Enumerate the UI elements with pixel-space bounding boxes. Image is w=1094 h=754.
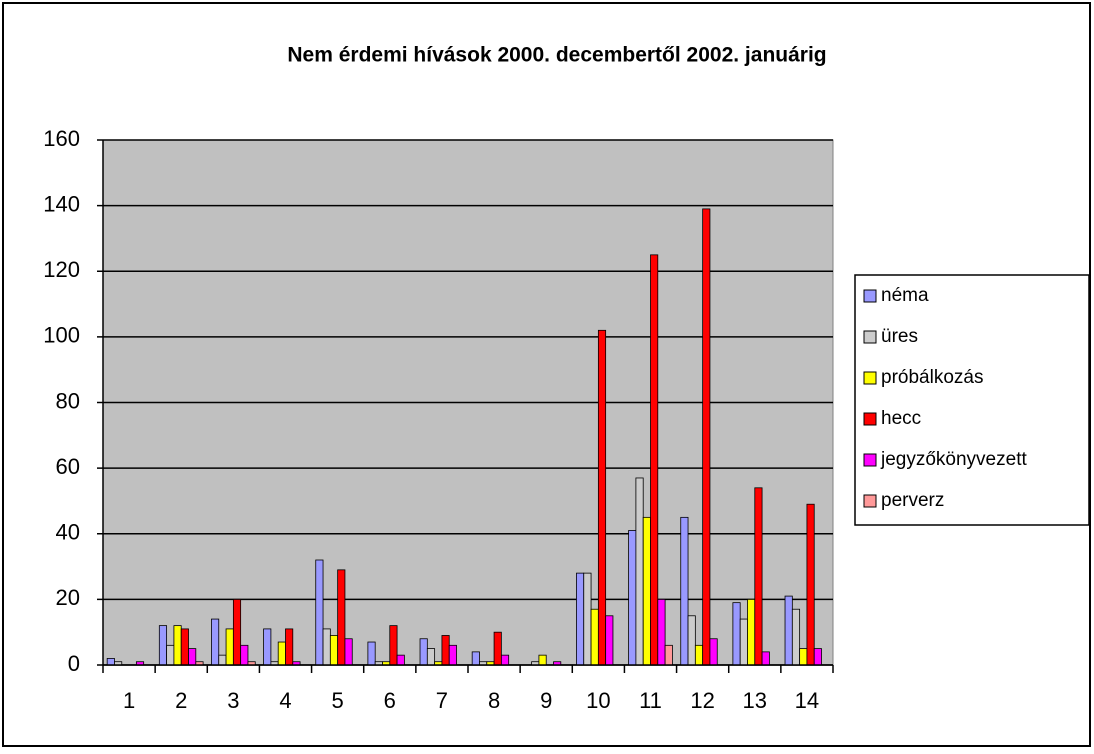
bar — [605, 615, 614, 666]
bar — [597, 329, 607, 666]
legend-box — [854, 274, 1090, 526]
bar — [702, 208, 711, 666]
bar — [784, 595, 793, 666]
bar — [367, 641, 376, 666]
legend-label: hecc — [881, 408, 921, 429]
bar — [263, 628, 272, 666]
y-tick-label: 0 — [68, 651, 80, 676]
bar — [211, 618, 220, 666]
bar — [396, 654, 405, 666]
bar — [106, 658, 115, 666]
bar — [500, 654, 510, 666]
bar — [538, 654, 547, 666]
y-tick-label: 80 — [56, 388, 80, 413]
bar — [687, 615, 696, 666]
bar — [761, 651, 770, 666]
x-tick-label: 14 — [795, 688, 819, 713]
bar — [448, 644, 457, 666]
bar — [173, 625, 182, 666]
x-tick-label: 9 — [540, 688, 552, 713]
legend-label: üres — [881, 326, 918, 347]
bar — [806, 503, 815, 666]
bar — [709, 638, 718, 666]
legend-label: próbálkozás — [881, 367, 983, 388]
bar — [285, 628, 294, 666]
bar — [583, 572, 592, 666]
bar — [739, 618, 748, 666]
bar — [664, 644, 673, 666]
bar — [657, 598, 666, 666]
y-tick-label: 100 — [43, 323, 80, 348]
bar — [158, 625, 168, 666]
y-tick-label: 120 — [43, 257, 80, 282]
legend-swatch — [863, 494, 877, 508]
x-tick-label: 4 — [279, 688, 291, 713]
bar — [166, 644, 175, 666]
x-tick-label: 6 — [384, 688, 396, 713]
x-tick-label: 8 — [488, 688, 500, 713]
legend-swatch — [863, 330, 877, 344]
bar — [419, 638, 428, 666]
x-tick-label: 2 — [175, 688, 187, 713]
legend-swatch — [863, 371, 877, 385]
legend-swatch — [863, 412, 877, 426]
legend-label: jegyzőkönyvezett — [880, 449, 1027, 470]
bar — [694, 644, 704, 666]
bar — [337, 569, 346, 666]
bar — [493, 631, 502, 666]
x-tick-label: 11 — [639, 688, 662, 713]
bar — [240, 644, 249, 666]
bar — [642, 516, 651, 666]
bar — [188, 648, 197, 666]
bar — [232, 598, 242, 666]
x-tick-label: 1 — [123, 688, 135, 713]
chart-title: Nem érdemi hívások 2000. decembertől 200… — [287, 44, 826, 67]
y-tick-label: 40 — [56, 520, 80, 545]
bar — [628, 530, 637, 666]
bar — [799, 648, 808, 666]
x-tick-label: 3 — [227, 688, 239, 713]
legend-label: néma — [881, 285, 929, 306]
legend-label: perverz — [881, 490, 944, 511]
bar — [650, 254, 659, 666]
bar — [329, 635, 339, 666]
bar — [426, 648, 436, 666]
x-tick-label: 13 — [743, 688, 767, 713]
bar — [791, 608, 801, 666]
bar — [635, 477, 644, 666]
y-tick-label: 20 — [56, 585, 80, 610]
bar — [218, 654, 227, 666]
bar — [322, 628, 331, 666]
bar — [680, 516, 689, 666]
bar — [315, 559, 324, 666]
bar — [277, 641, 286, 666]
legend-swatch — [863, 289, 877, 303]
x-tick-label: 7 — [436, 688, 448, 713]
bar — [813, 648, 822, 666]
y-tick-label: 140 — [43, 191, 80, 216]
x-tick-label: 12 — [690, 688, 714, 713]
bar — [389, 625, 398, 666]
bar — [590, 608, 599, 666]
bar — [180, 628, 189, 666]
bar — [732, 602, 741, 666]
bar — [441, 635, 450, 666]
bar — [747, 598, 756, 666]
x-tick-label: 5 — [332, 688, 344, 713]
bar — [471, 651, 480, 666]
bar — [225, 628, 234, 666]
y-tick-label: 160 — [43, 126, 80, 151]
x-tick-label: 10 — [586, 688, 610, 713]
legend-swatch — [863, 453, 877, 467]
bar — [344, 638, 353, 666]
bar — [576, 572, 585, 666]
bar — [754, 487, 763, 666]
y-tick-label: 60 — [56, 454, 80, 479]
